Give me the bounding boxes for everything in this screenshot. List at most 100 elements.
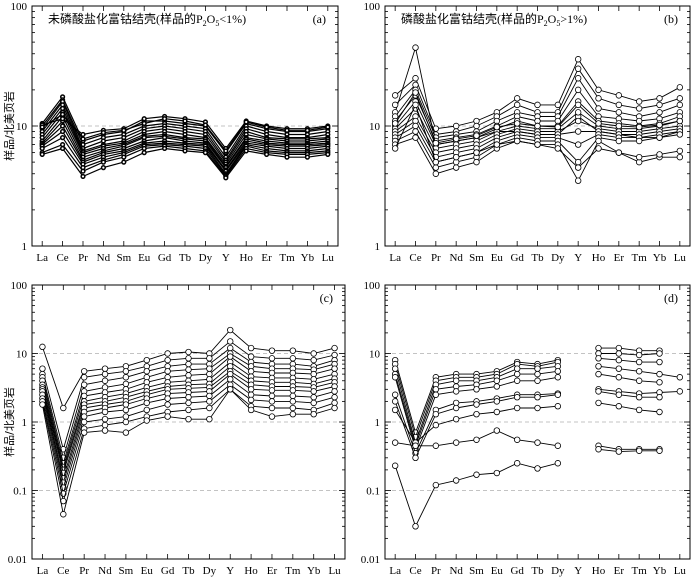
data-point-core xyxy=(285,129,289,132)
data-point-core xyxy=(224,176,227,179)
data-point xyxy=(206,355,213,362)
x-tick-label-nd: Nd xyxy=(98,565,112,577)
data-point xyxy=(412,523,419,530)
y-tick-label: 100 xyxy=(11,1,28,13)
series-1 xyxy=(391,56,684,132)
x-tick-label-yb: Yb xyxy=(301,252,315,264)
data-point-core xyxy=(61,136,64,139)
data-point xyxy=(656,370,663,378)
data-point xyxy=(656,151,663,158)
data-point xyxy=(206,415,213,423)
data-point xyxy=(289,398,297,405)
data-point xyxy=(164,413,171,420)
data-point xyxy=(80,368,88,375)
data-point xyxy=(513,460,521,467)
data-point-core xyxy=(143,122,146,125)
x-tick-label-eu: Eu xyxy=(491,252,504,264)
data-point xyxy=(143,406,150,414)
data-point xyxy=(331,404,338,412)
data-point xyxy=(615,137,623,145)
y-tick-label: 0.01 xyxy=(8,554,27,566)
data-point xyxy=(412,454,419,462)
data-point xyxy=(101,365,109,372)
y-tick-label: 0.1 xyxy=(13,486,27,498)
data-point xyxy=(473,149,480,156)
data-point xyxy=(185,415,192,423)
x-tick-label-dy: Dy xyxy=(203,565,217,577)
series-line xyxy=(598,390,660,398)
data-point xyxy=(206,398,213,405)
data-point xyxy=(676,84,684,91)
data-point-core xyxy=(122,156,125,159)
data-point-core xyxy=(61,124,64,128)
x-tick-label-tm: Tm xyxy=(632,565,648,577)
data-point xyxy=(534,370,541,378)
data-point-core xyxy=(265,133,268,136)
data-point xyxy=(595,105,602,112)
series-3 xyxy=(391,363,684,449)
data-point xyxy=(473,410,480,418)
x-tick-label-sm: Sm xyxy=(469,565,484,577)
y-tick-label: 100 xyxy=(364,1,381,13)
y-tick-label: 10 xyxy=(16,121,28,133)
data-point-core xyxy=(102,161,105,164)
data-point-core xyxy=(41,153,44,156)
data-point-core xyxy=(306,133,309,136)
data-point-core xyxy=(183,149,187,153)
data-point xyxy=(452,415,460,423)
data-point xyxy=(595,86,602,94)
data-point xyxy=(554,460,562,467)
series-4 xyxy=(391,370,663,453)
series-8 xyxy=(391,427,663,453)
data-point xyxy=(432,410,440,418)
data-point xyxy=(80,429,88,436)
panel-label: (b) xyxy=(664,12,678,26)
data-point-core xyxy=(163,117,166,120)
x-tick-label-nd: Nd xyxy=(449,252,463,264)
x-tick-label-tb: Tb xyxy=(182,565,195,577)
panel-title: 磷酸盐化富钴结壳(样品的P2O5>1%) xyxy=(401,11,587,28)
data-point xyxy=(595,355,602,362)
data-point xyxy=(432,442,440,449)
data-point xyxy=(432,391,440,398)
x-tick-label-y: Y xyxy=(574,565,582,577)
y-tick-label: 10 xyxy=(16,349,28,361)
data-point xyxy=(101,427,109,434)
data-point-core xyxy=(61,100,64,103)
data-point-core xyxy=(163,147,166,150)
data-point xyxy=(432,421,440,429)
x-tick-label-sm: Sm xyxy=(116,252,131,264)
data-point-core xyxy=(41,147,44,150)
x-tick-label-pr: Pr xyxy=(431,252,441,264)
data-point xyxy=(574,128,582,135)
data-point xyxy=(534,101,541,109)
data-point-core xyxy=(61,130,64,133)
data-point xyxy=(473,436,480,443)
data-point xyxy=(185,406,192,414)
panel-label: (a) xyxy=(313,12,326,26)
data-point xyxy=(185,366,192,373)
data-point xyxy=(513,101,521,109)
data-point xyxy=(676,131,684,138)
x-tick-label-eu: Eu xyxy=(491,565,504,577)
series-line xyxy=(598,402,660,413)
data-point xyxy=(432,170,440,177)
x-tick-label-la: La xyxy=(389,252,401,264)
y-axis-label: 样品/北美页岩 xyxy=(2,387,16,457)
data-point-core xyxy=(41,133,44,136)
data-point xyxy=(206,370,213,378)
data-point xyxy=(615,350,623,357)
data-point xyxy=(39,365,46,372)
data-point xyxy=(574,141,582,148)
data-point-core xyxy=(61,117,64,120)
x-tick-label-y: Y xyxy=(574,252,582,264)
series-1 xyxy=(391,350,663,441)
series-7 xyxy=(391,399,663,446)
data-point xyxy=(143,417,150,424)
data-point xyxy=(432,158,440,166)
data-point xyxy=(247,344,255,352)
data-point xyxy=(656,101,663,109)
data-point xyxy=(391,92,399,99)
data-point xyxy=(473,471,480,478)
